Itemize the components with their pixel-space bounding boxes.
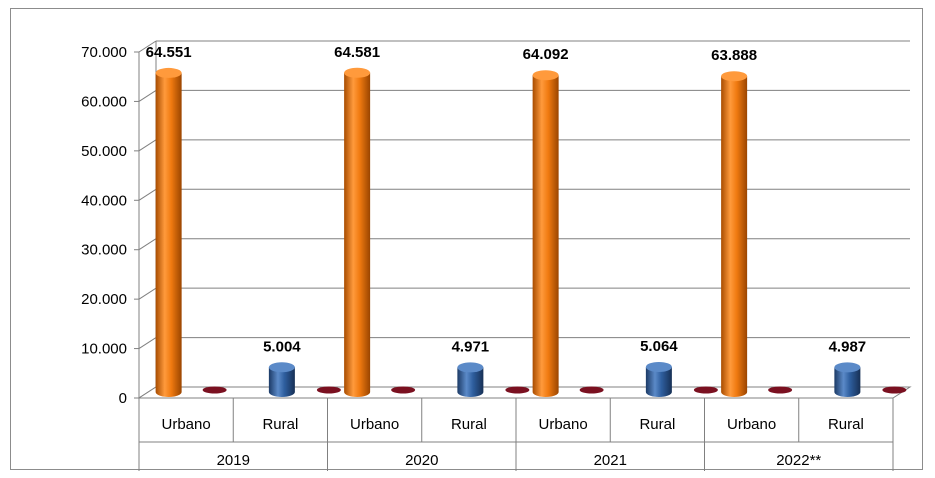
gridline-depth	[138, 139, 157, 152]
category-label: Urbano	[350, 416, 399, 433]
y-tick-label: 0	[119, 390, 127, 407]
bar-urbano-top	[344, 67, 371, 78]
bar-rural-top	[834, 362, 861, 373]
category-label: Rural	[639, 416, 675, 433]
y-tick-label: 10.000	[81, 341, 127, 358]
bar-urbano-top	[721, 71, 748, 82]
gridline-depth	[138, 287, 157, 300]
data-label: 4.971	[452, 338, 490, 355]
y-tick-label: 60.000	[81, 93, 127, 110]
category-label: Rural	[828, 416, 864, 433]
stub-bar	[202, 386, 227, 394]
gridline-depth	[138, 188, 157, 201]
chart-frame: 0 10.000 20.000 30.000 40.000 50.000 60.000 70.…	[10, 8, 923, 471]
bar-chart: 0 10.000 20.000 30.000 40.000 50.000 60.000 70.…	[81, 40, 912, 471]
data-label: 64.551	[146, 44, 192, 61]
stub-bar	[505, 386, 530, 394]
gridline-depth	[138, 40, 157, 53]
category-label: Rural	[262, 416, 298, 433]
category-label: Urbano	[727, 416, 776, 433]
group-label: 2022**	[776, 452, 821, 469]
gridline-depth	[138, 238, 157, 251]
data-label: 5.064	[640, 338, 678, 355]
bar-urbano	[344, 72, 371, 397]
bar-urbano	[155, 72, 182, 397]
group-label: 2021	[594, 452, 627, 469]
stub-bar	[693, 386, 718, 394]
y-tick-label: 50.000	[81, 143, 127, 160]
bar-rural-top	[268, 362, 295, 373]
stub-bar	[882, 386, 907, 394]
data-label: 63.888	[711, 47, 757, 64]
bar-urbano	[721, 76, 748, 397]
group-label: 2019	[217, 452, 250, 469]
gridline-depth	[138, 90, 157, 102]
data-label: 5.004	[263, 338, 301, 355]
stub-bar	[768, 386, 793, 394]
y-tick-label: 40.000	[81, 192, 127, 209]
y-tick-label: 30.000	[81, 242, 127, 259]
bar-rural	[834, 367, 861, 397]
bar-rural	[645, 366, 672, 397]
stub-bar	[391, 386, 416, 394]
y-tick-label: 70.000	[81, 44, 127, 61]
bar-urbano-top	[155, 67, 182, 78]
data-label: 64.581	[334, 44, 380, 61]
category-label: Urbano	[162, 416, 211, 433]
bar-rural	[457, 367, 484, 397]
data-label: 64.092	[523, 46, 569, 63]
bar-rural-top	[645, 361, 672, 372]
stub-bar	[316, 386, 341, 394]
bar-urbano-top	[532, 70, 559, 81]
bar-urbano	[532, 75, 559, 398]
y-tick-label: 20.000	[81, 291, 127, 308]
gridline-depth	[138, 337, 157, 349]
category-label: Urbano	[539, 416, 588, 433]
data-label: 4.987	[829, 338, 867, 355]
bar-rural	[268, 367, 295, 397]
stub-bar	[579, 386, 604, 394]
group-label: 2020	[405, 452, 438, 469]
bar-rural-top	[457, 362, 484, 373]
category-label: Rural	[451, 416, 487, 433]
